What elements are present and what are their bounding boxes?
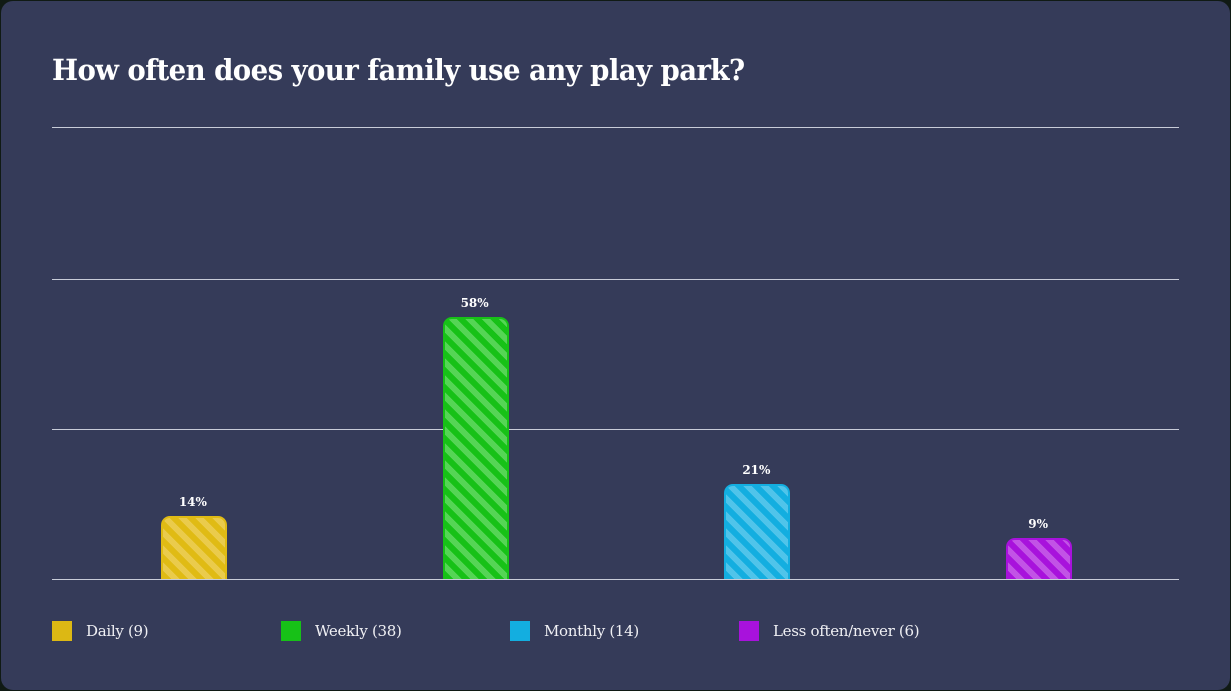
legend-label-daily: Daily (9) bbox=[86, 622, 149, 640]
bar-value-label-weekly: 58% bbox=[460, 296, 489, 310]
bar-less-often[interactable] bbox=[1006, 538, 1073, 579]
legend-item-weekly[interactable]: Weekly (38) bbox=[281, 621, 402, 641]
legend-label-monthly: Monthly (14) bbox=[544, 622, 639, 640]
gridline-baseline bbox=[52, 579, 1179, 580]
bar-monthly[interactable] bbox=[724, 484, 791, 579]
legend-item-monthly[interactable]: Monthly (14) bbox=[510, 621, 639, 641]
legend-swatch-daily bbox=[52, 621, 72, 641]
gridline-100 bbox=[52, 127, 1179, 128]
bar-weekly[interactable] bbox=[442, 317, 509, 579]
legend-swatch-less-often bbox=[739, 621, 759, 641]
chart-title: How often does your family use any play … bbox=[52, 53, 745, 87]
bar-value-label-less-often: 9% bbox=[1028, 517, 1048, 531]
gridline-66 bbox=[52, 279, 1179, 280]
bar-daily[interactable] bbox=[160, 516, 227, 579]
legend-item-daily[interactable]: Daily (9) bbox=[52, 621, 149, 641]
bar-value-label-daily: 14% bbox=[178, 495, 207, 509]
legend-swatch-monthly bbox=[510, 621, 530, 641]
legend-label-less-often: Less often/never (6) bbox=[773, 622, 920, 640]
bar-value-label-monthly: 21% bbox=[742, 463, 771, 477]
legend-label-weekly: Weekly (38) bbox=[315, 622, 402, 640]
plot-area: 14% 58% 21% 9% bbox=[52, 127, 1179, 580]
legend-item-less-often[interactable]: Less often/never (6) bbox=[739, 621, 920, 641]
gridline-33 bbox=[52, 429, 1179, 430]
legend: Daily (9) Weekly (38) Monthly (14) Less … bbox=[52, 621, 1179, 641]
legend-swatch-weekly bbox=[281, 621, 301, 641]
